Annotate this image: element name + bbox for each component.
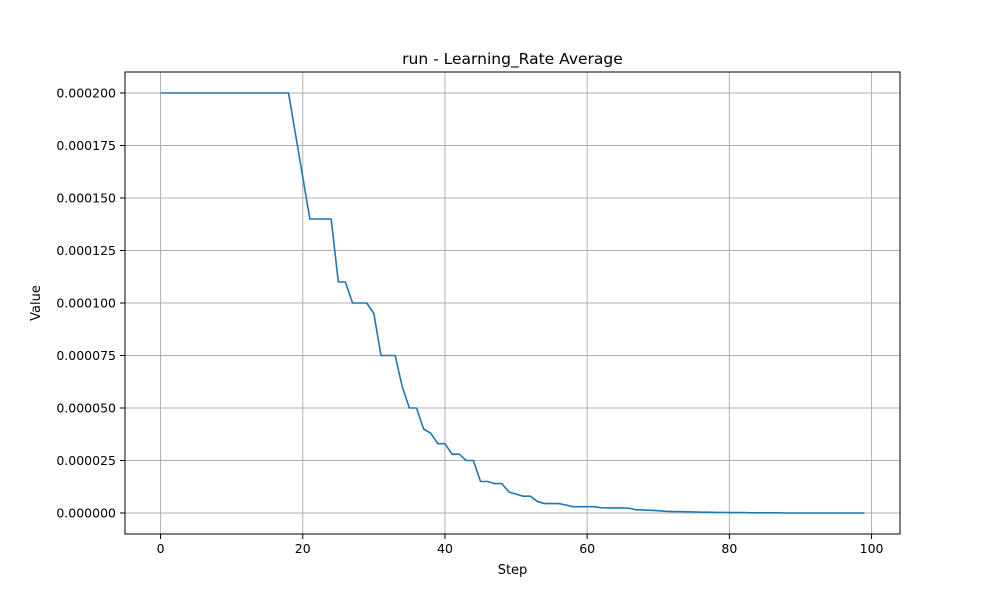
chart-title: run - Learning_Rate Average — [402, 50, 623, 69]
y-tick-label: 0.000100 — [56, 296, 116, 311]
y-axis-title: Value — [29, 285, 44, 321]
x-tick-label: 0 — [157, 541, 165, 556]
series-line — [160, 92, 865, 514]
series-layer — [160, 92, 865, 514]
x-axis-title: Step — [498, 563, 528, 578]
x-tick-label: 100 — [860, 541, 884, 556]
y-tick-label: 0.000000 — [56, 506, 116, 521]
y-axis-ticks: 0.000000 0.000025 0.000050 0.000075 0.000100… — [56, 86, 125, 521]
x-tick-label: 20 — [295, 541, 311, 556]
x-tick-label: 40 — [437, 541, 453, 556]
x-tick-label: 60 — [579, 541, 595, 556]
x-tick-label: 80 — [721, 541, 737, 556]
x-axis-ticks: 0 20 40 60 80 100 — [157, 534, 884, 556]
y-tick-label: 0.000050 — [56, 401, 116, 416]
y-tick-label: 0.000125 — [56, 243, 116, 258]
y-tick-label: 0.000075 — [56, 348, 116, 363]
y-tick-label: 0.000200 — [56, 86, 116, 101]
y-tick-label: 0.000025 — [56, 453, 116, 468]
y-tick-label: 0.000175 — [56, 138, 116, 153]
y-tick-label: 0.000150 — [56, 191, 116, 206]
grid-lines — [125, 72, 900, 534]
